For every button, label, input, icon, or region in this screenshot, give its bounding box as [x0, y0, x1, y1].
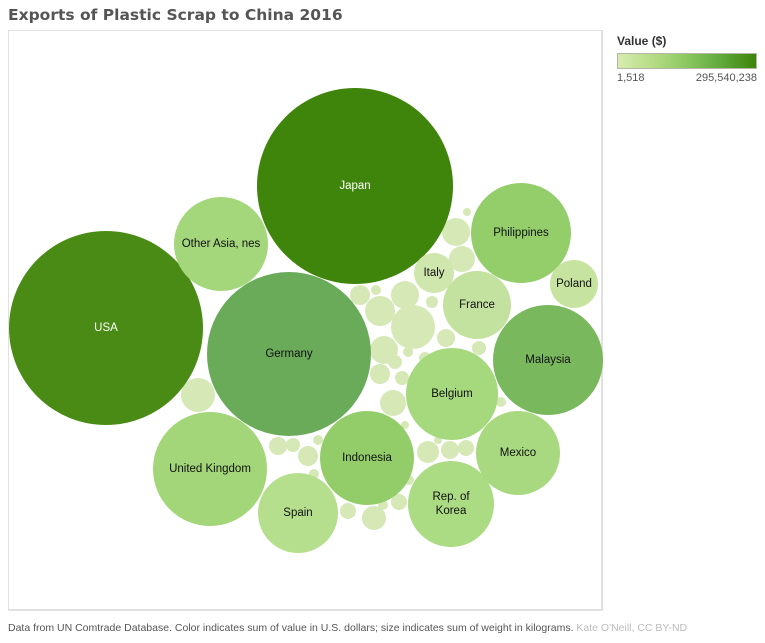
- bubble-other-asia-nes[interactable]: Other Asia, nes: [174, 197, 268, 291]
- small-bubble[interactable]: [313, 435, 323, 445]
- small-bubble[interactable]: [401, 421, 409, 429]
- color-legend: Value ($) 1,518 295,540,238: [617, 34, 759, 84]
- small-bubble[interactable]: [365, 296, 395, 326]
- small-bubble[interactable]: [269, 437, 287, 455]
- bubble-poland[interactable]: Poland: [550, 260, 598, 308]
- bubble-rep-of-korea[interactable]: Rep. of Korea: [408, 461, 494, 547]
- bubble-label: Spain: [283, 507, 312, 519]
- bubble-label: France: [459, 299, 495, 311]
- small-bubble[interactable]: [388, 355, 402, 369]
- small-bubble[interactable]: [395, 371, 409, 385]
- bubble-label: Rep. of: [432, 491, 470, 503]
- bubble-label: Japan: [339, 180, 370, 192]
- labeled-bubbles: Japan USA Germany Other Asia, nes United Kin…: [9, 88, 603, 553]
- bubble-label: Italy: [423, 267, 444, 279]
- small-bubble[interactable]: [417, 441, 439, 463]
- bubble-germany[interactable]: Germany: [207, 272, 371, 436]
- small-bubble[interactable]: [298, 446, 318, 466]
- small-bubble[interactable]: [370, 364, 390, 384]
- bubble-france[interactable]: France: [443, 271, 511, 339]
- unlabeled-bubbles: [181, 208, 506, 530]
- legend-min-label: 1,518: [617, 72, 645, 84]
- bubble-usa[interactable]: USA: [9, 231, 203, 425]
- small-bubble[interactable]: [350, 285, 370, 305]
- legend-title: Value ($): [617, 34, 667, 48]
- small-bubble[interactable]: [391, 494, 407, 510]
- small-bubble[interactable]: [442, 218, 470, 246]
- legend-max-label: 295,540,238: [695, 72, 757, 84]
- bubble-italy[interactable]: Italy: [414, 253, 454, 293]
- small-bubble[interactable]: [437, 329, 455, 347]
- bubble-label: Poland: [556, 278, 592, 290]
- bubble-label: Belgium: [431, 388, 473, 400]
- small-bubble[interactable]: [449, 246, 475, 272]
- bubble-label: USA: [94, 322, 118, 334]
- bubble-mexico[interactable]: Mexico: [476, 411, 560, 495]
- footer-note: Data from UN Comtrade Database. Color in…: [8, 622, 687, 634]
- bubble-united-kingdom[interactable]: United Kingdom: [153, 412, 267, 526]
- bubble-label: Other Asia, nes: [182, 238, 261, 250]
- bubble-malaysia[interactable]: Malaysia: [493, 305, 603, 415]
- legend-range: 1,518 295,540,238: [617, 72, 757, 84]
- small-bubble[interactable]: [181, 378, 215, 412]
- chart-title: Exports of Plastic Scrap to China 2016: [8, 6, 343, 24]
- small-bubble[interactable]: [463, 208, 471, 216]
- credit: Kate O'Neill, CC BY-ND: [576, 622, 688, 634]
- bubble-spain[interactable]: Spain: [258, 473, 338, 553]
- small-bubble[interactable]: [340, 503, 356, 519]
- bubble-indonesia[interactable]: Indonesia: [320, 411, 414, 505]
- small-bubble[interactable]: [441, 441, 459, 459]
- small-bubble[interactable]: [391, 281, 419, 309]
- small-bubble[interactable]: [362, 506, 386, 530]
- bubble-japan[interactable]: Japan: [257, 88, 453, 284]
- bubble-label: Malaysia: [525, 354, 571, 366]
- small-bubble[interactable]: [472, 341, 486, 355]
- small-bubble[interactable]: [426, 296, 438, 308]
- bubble-label: Philippines: [493, 227, 549, 239]
- bubble-label: Korea: [436, 505, 467, 517]
- bubble-philippines[interactable]: Philippines: [471, 183, 571, 283]
- bubble-label: United Kingdom: [169, 463, 251, 475]
- bubble-label: Mexico: [500, 447, 536, 459]
- small-bubble[interactable]: [496, 397, 506, 407]
- small-bubble[interactable]: [371, 285, 381, 295]
- small-bubble[interactable]: [458, 440, 474, 456]
- small-bubble[interactable]: [286, 438, 300, 452]
- source-note: Data from UN Comtrade Database. Color in…: [8, 622, 574, 634]
- chart-frame: [8, 30, 603, 611]
- small-bubble[interactable]: [403, 347, 413, 357]
- bubble-label: Germany: [265, 348, 313, 360]
- small-bubble[interactable]: [380, 390, 406, 416]
- legend-gradient-bar: [617, 53, 757, 69]
- bubble-label: Indonesia: [342, 452, 392, 464]
- bubble-belgium[interactable]: Belgium: [406, 348, 498, 440]
- small-bubble[interactable]: [391, 305, 435, 349]
